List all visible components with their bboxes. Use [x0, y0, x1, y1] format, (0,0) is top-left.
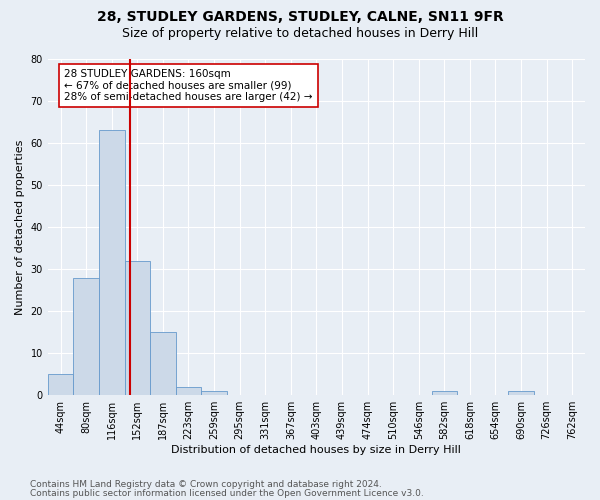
Text: Contains public sector information licensed under the Open Government Licence v3: Contains public sector information licen… [30, 489, 424, 498]
Bar [431, 391, 457, 395]
Bar [99, 130, 125, 395]
Bar [508, 391, 534, 395]
Bar [176, 387, 201, 395]
Bar [125, 260, 150, 395]
Text: Contains HM Land Registry data © Crown copyright and database right 2024.: Contains HM Land Registry data © Crown c… [30, 480, 382, 489]
Text: 28 STUDLEY GARDENS: 160sqm
← 67% of detached houses are smaller (99)
28% of semi: 28 STUDLEY GARDENS: 160sqm ← 67% of deta… [64, 69, 313, 102]
Y-axis label: Number of detached properties: Number of detached properties [15, 140, 25, 315]
Bar [73, 278, 99, 395]
X-axis label: Distribution of detached houses by size in Derry Hill: Distribution of detached houses by size … [172, 445, 461, 455]
Text: 28, STUDLEY GARDENS, STUDLEY, CALNE, SN11 9FR: 28, STUDLEY GARDENS, STUDLEY, CALNE, SN1… [97, 10, 503, 24]
Text: Size of property relative to detached houses in Derry Hill: Size of property relative to detached ho… [122, 28, 478, 40]
Bar [150, 332, 176, 395]
Bar [201, 391, 227, 395]
Bar [48, 374, 73, 395]
